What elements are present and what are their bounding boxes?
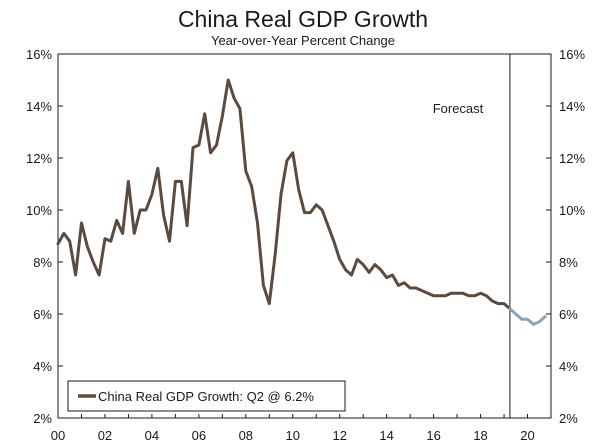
y-tick-label-right: 12% <box>559 151 585 166</box>
x-tick-label: 14 <box>379 428 393 443</box>
legend-label: China Real GDP Growth: Q2 @ 6.2% <box>98 389 314 404</box>
y-tick-label-left: 2% <box>33 411 52 426</box>
forecast-label: Forecast <box>433 101 484 116</box>
x-tick-label: 18 <box>473 428 487 443</box>
legend-box <box>67 380 346 412</box>
y-axis-left: 2% 4% 6% 8% 10% 12% 14% 16% <box>26 47 63 426</box>
x-tick-label: 20 <box>520 428 534 443</box>
y-tick-label-left: 8% <box>33 255 52 270</box>
y-tick-label-left: 4% <box>33 359 52 374</box>
y-tick-label-left: 16% <box>26 47 52 62</box>
legend: China Real GDP Growth: Q2 @ 6.2% <box>67 380 346 412</box>
y-tick-label-right: 2% <box>559 411 578 426</box>
x-tick-label: 16 <box>426 428 440 443</box>
y-tick-label-right: 16% <box>559 47 585 62</box>
chart-title: China Real GDP Growth <box>178 6 428 32</box>
y-tick-label-left: 14% <box>26 99 52 114</box>
y-tick-label-right: 4% <box>559 359 578 374</box>
y-tick-label-right: 10% <box>559 203 585 218</box>
y-tick-label-right: 14% <box>559 99 585 114</box>
series-line-forecast <box>508 307 547 326</box>
x-tick-label: 04 <box>145 428 159 443</box>
chart-subtitle: Year-over-Year Percent Change <box>211 33 395 48</box>
y-tick-label-right: 6% <box>559 307 578 322</box>
y-tick-label-left: 10% <box>26 203 52 218</box>
y-tick-label-right: 8% <box>559 255 578 270</box>
x-tick-label: 12 <box>332 428 346 443</box>
x-tick-label: 02 <box>98 428 112 443</box>
y-axis-right: 2% 4% 6% 8% 10% 12% 14% 16% <box>546 47 585 426</box>
x-tick-label: 06 <box>192 428 206 443</box>
series-group <box>56 78 547 326</box>
y-tick-label-left: 6% <box>33 307 52 322</box>
y-tick-label-left: 12% <box>26 151 52 166</box>
x-axis: 00 02 04 06 08 10 12 14 16 18 20 <box>51 414 552 443</box>
plot-area <box>57 53 552 419</box>
x-tick-label: 08 <box>239 428 253 443</box>
series-line-actual <box>56 78 512 311</box>
x-tick-label: 10 <box>286 428 300 443</box>
x-tick-label: 00 <box>51 428 65 443</box>
